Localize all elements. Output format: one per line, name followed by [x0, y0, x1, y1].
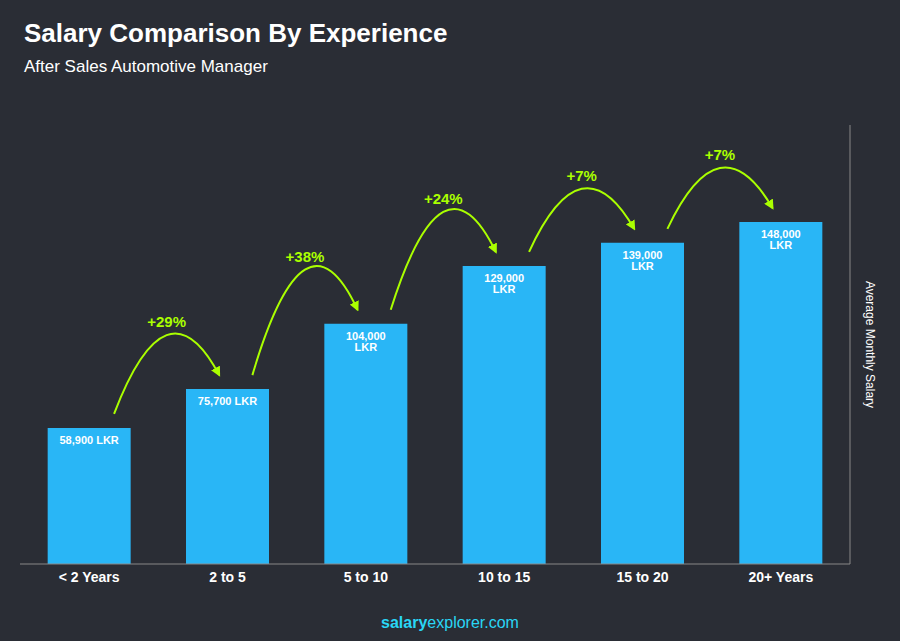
- svg-text:139,000LKR: 139,000LKR: [623, 249, 663, 272]
- svg-text:20+ Years: 20+ Years: [748, 569, 813, 585]
- svg-text:58,900 LKR: 58,900 LKR: [60, 434, 119, 446]
- svg-text:+29%: +29%: [147, 313, 186, 330]
- svg-text:10 to 15: 10 to 15: [478, 569, 530, 585]
- html-text:salary explorer.com: salary explorer.com: [381, 614, 519, 631]
- svg-text:148,000LKR: 148,000LKR: [761, 228, 801, 251]
- svg-text:+38%: +38%: [286, 248, 325, 265]
- svg-text:+7%: +7%: [705, 146, 735, 163]
- svg-text:129,000LKR: 129,000LKR: [484, 272, 524, 295]
- html-text:After Sales Automotive Manager: After Sales Automotive Manager: [24, 57, 268, 76]
- svg-text:104,000LKR: 104,000LKR: [346, 330, 386, 353]
- svg-text:5 to 10: 5 to 10: [344, 569, 389, 585]
- svg-text:+24%: +24%: [424, 190, 463, 207]
- svg-text:+7%: +7%: [566, 167, 596, 184]
- svg-text:Average Monthly Salary: Average Monthly Salary: [863, 281, 877, 408]
- html-text:Salary Comparison By Experienc: Salary Comparison By Experience: [24, 18, 448, 48]
- svg-text:75,700 LKR: 75,700 LKR: [198, 395, 257, 407]
- svg-text:< 2 Years: < 2 Years: [59, 569, 120, 585]
- svg-text:15 to 20: 15 to 20: [616, 569, 668, 585]
- svg-text:2 to 5: 2 to 5: [209, 569, 246, 585]
